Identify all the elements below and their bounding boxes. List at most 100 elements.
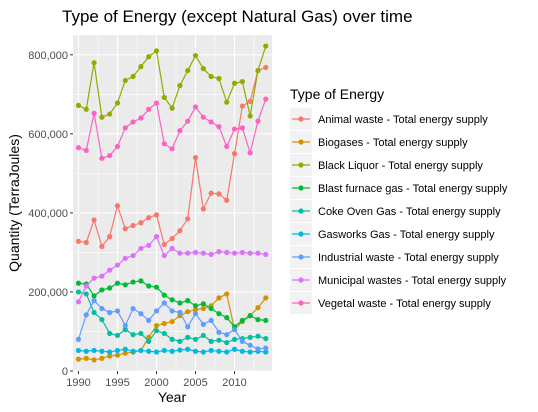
data-point — [216, 337, 222, 343]
data-point — [208, 190, 214, 196]
legend: Animal waste - Total energy supply Biogas… — [290, 108, 508, 314]
data-point — [192, 249, 199, 256]
legend-item: Biogases - Total energy supply — [290, 131, 468, 153]
data-point — [200, 332, 206, 339]
data-point — [192, 52, 199, 59]
data-point — [153, 284, 160, 290]
data-point — [177, 300, 183, 306]
data-point — [91, 293, 97, 299]
series-5 — [75, 346, 269, 355]
data-point — [224, 99, 230, 105]
data-point — [130, 279, 136, 285]
legend-label: Biogases - Total energy supply — [318, 137, 468, 149]
data-point — [83, 291, 89, 297]
data-point — [177, 347, 183, 353]
x-tick-label: 2005 — [183, 377, 207, 389]
data-point — [91, 60, 97, 66]
data-point — [122, 125, 128, 131]
data-point — [200, 301, 206, 307]
data-point — [239, 125, 245, 131]
data-point — [247, 113, 253, 119]
legend-label: Animal waste - Total energy supply — [318, 114, 488, 126]
legend-item: Blast furnace gas - Total energy supply — [290, 177, 508, 199]
legend-label: Blast furnace gas - Total energy supply — [318, 183, 508, 195]
data-point — [192, 154, 199, 161]
data-point — [146, 348, 152, 354]
x-tick-label: 2000 — [144, 377, 168, 389]
data-point — [75, 336, 82, 342]
data-point — [224, 291, 230, 297]
data-point — [224, 143, 230, 150]
data-point — [247, 150, 253, 156]
data-point — [130, 73, 136, 80]
data-point — [114, 352, 121, 358]
data-point — [83, 355, 89, 361]
data-point — [83, 283, 89, 289]
legend-item: Vegetal waste - Total energy supply — [290, 292, 491, 314]
data-point — [216, 311, 222, 317]
data-point — [247, 334, 253, 340]
data-point — [177, 228, 183, 234]
data-point — [122, 326, 128, 333]
data-point — [153, 349, 160, 355]
data-point — [75, 356, 82, 362]
legend-label: Municipal wastes - Total energy supply — [318, 275, 507, 287]
legend-label: Vegetal waste - Total energy supply — [318, 298, 491, 310]
data-point — [231, 126, 238, 132]
data-point — [146, 283, 152, 289]
series-8 — [75, 96, 269, 161]
data-point — [122, 255, 128, 261]
data-point — [200, 305, 206, 312]
data-point — [224, 349, 230, 355]
data-point — [208, 119, 214, 125]
data-point — [185, 250, 191, 256]
data-point — [75, 145, 82, 151]
data-point — [138, 64, 144, 70]
data-point — [263, 251, 269, 257]
y-axis-title: Quantity (TerraJoules) — [6, 134, 22, 272]
data-point — [138, 245, 144, 252]
data-point — [169, 318, 175, 325]
data-point — [208, 73, 214, 80]
series-2 — [75, 43, 269, 120]
data-point — [169, 348, 175, 354]
data-point — [192, 104, 199, 110]
data-point — [99, 287, 105, 293]
data-point — [83, 239, 89, 246]
data-point — [122, 226, 128, 232]
legend-item: Animal waste - Total energy supply — [290, 108, 488, 130]
data-point — [153, 100, 160, 106]
data-point — [146, 106, 152, 112]
data-point — [99, 348, 105, 354]
data-point — [216, 191, 222, 197]
data-point — [177, 338, 183, 344]
data-point — [216, 124, 222, 130]
data-point — [255, 250, 261, 256]
y-axis: 0 200,000 400,000 600,000 800,000 — [28, 50, 73, 378]
data-point — [169, 146, 175, 152]
data-point — [161, 241, 167, 248]
major-gridlines — [73, 35, 272, 372]
data-point — [99, 317, 105, 323]
data-point — [192, 303, 199, 309]
data-point — [83, 147, 89, 154]
data-point — [114, 280, 121, 286]
data-point — [224, 315, 230, 321]
legend-key-point — [298, 139, 304, 145]
data-point — [138, 115, 144, 121]
data-point — [146, 317, 152, 324]
legend-key-point — [298, 185, 304, 191]
data-point — [169, 105, 175, 111]
data-point — [231, 150, 238, 157]
data-point — [231, 250, 238, 256]
data-point — [216, 75, 222, 82]
data-point — [200, 66, 206, 72]
legend-key-point — [298, 277, 304, 283]
data-point — [263, 295, 269, 301]
data-point — [130, 305, 136, 312]
data-point — [114, 203, 121, 209]
data-point — [224, 332, 230, 338]
data-point — [192, 307, 199, 313]
data-point — [177, 82, 183, 89]
legend-label: Coke Oven Gas - Total energy supply — [318, 206, 501, 218]
